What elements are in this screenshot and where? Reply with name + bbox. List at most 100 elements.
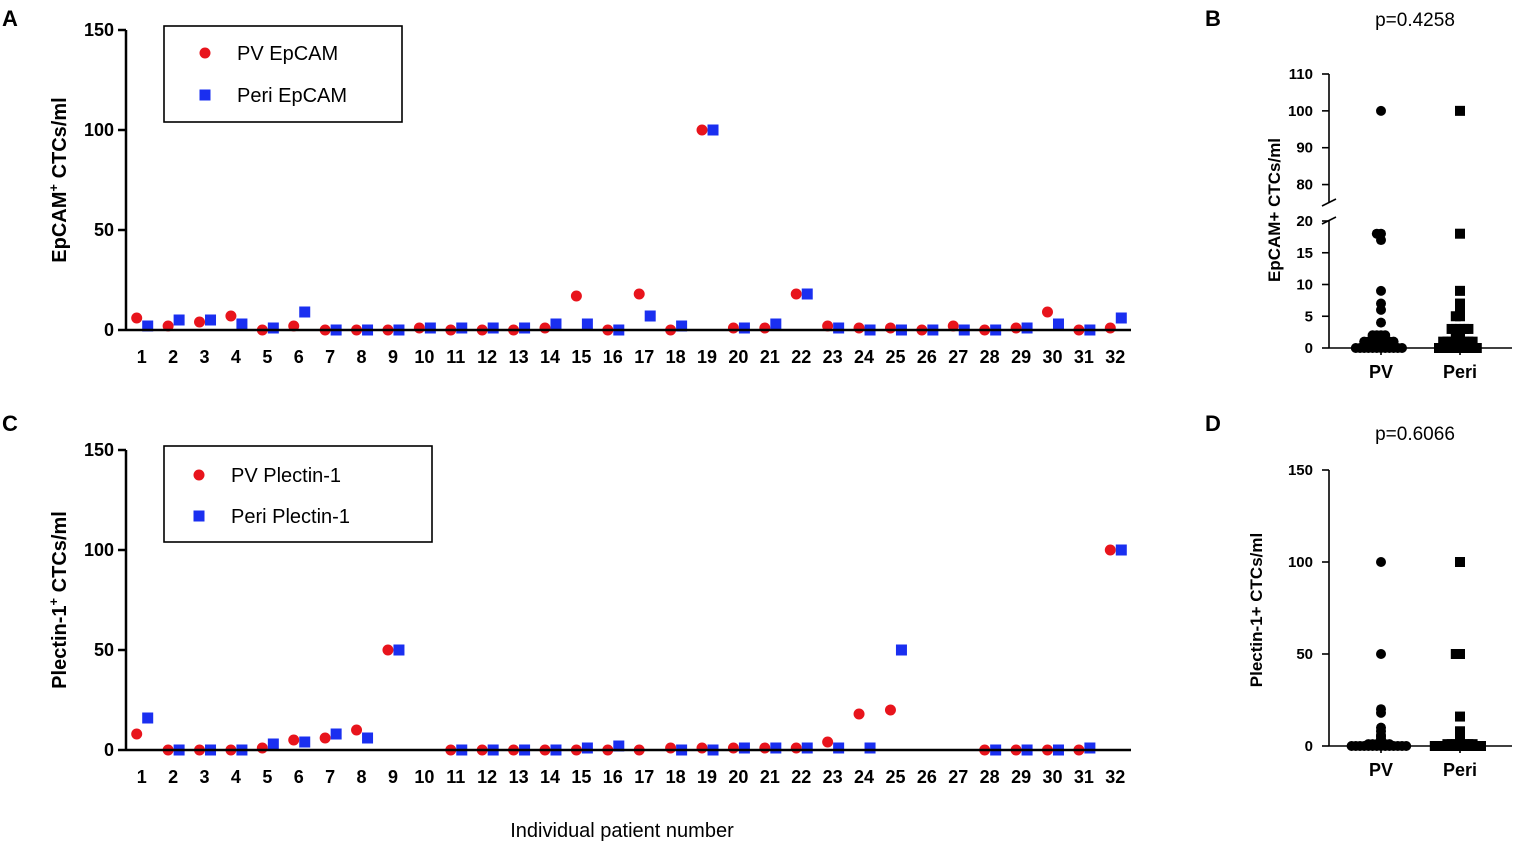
x-tick-label: 20 <box>728 347 748 367</box>
data-point-pv <box>1376 733 1386 744</box>
x-tick-label: 3 <box>200 347 210 367</box>
x-tick-label: 27 <box>948 347 968 367</box>
x-tick-label: 7 <box>325 347 335 367</box>
data-point-pv <box>570 290 582 302</box>
y-tick-label: 100 <box>1288 103 1313 120</box>
data-point-peri <box>833 742 845 754</box>
x-tick-label: 4 <box>231 347 241 367</box>
data-point-pv <box>1376 722 1386 733</box>
y-tick-label: 90 <box>1296 140 1313 157</box>
x-tick-label: 25 <box>885 347 905 367</box>
y-ticks-c: 0 50 100 150 <box>84 440 126 760</box>
x-tick-label: 22 <box>791 767 811 787</box>
x-tick-label: 24 <box>854 767 874 787</box>
data-point-pv <box>633 288 645 300</box>
legend-label-pv-plectin: PV Plectin-1 <box>231 465 341 487</box>
data-point-peri <box>1021 322 1033 334</box>
data-point-pv <box>1376 649 1386 659</box>
data-point-pv <box>1376 557 1386 567</box>
x-tick-label: PV <box>1369 760 1393 780</box>
x-ticks-c: 1 2 3 4 5 6 7 8 9 10 11 12 13 14 15 16 17 18 19 20 21 22 23 24 2… <box>137 767 1126 787</box>
x-tick-label: 24 <box>854 347 874 367</box>
x-tick-label: 26 <box>917 347 937 367</box>
data-point-pv <box>1388 336 1399 347</box>
y-tick-label: 50 <box>1296 646 1313 663</box>
data-point-peri <box>738 322 750 334</box>
x-ticks-a: 1 2 3 4 5 6 7 8 9 10 11 12 13 14 15 16 17 18 19 20 21 22 23 24 2… <box>137 347 1126 367</box>
data-point-pv <box>1367 330 1378 341</box>
data-point-peri <box>299 306 311 318</box>
data-point-peri <box>1455 711 1465 722</box>
data-point-pv <box>1371 228 1382 239</box>
x-tick-label: 8 <box>357 347 367 367</box>
data-point-pv <box>1010 322 1022 334</box>
data-point-peri <box>770 318 782 330</box>
data-point-pv <box>1359 336 1370 347</box>
data-point-peri <box>1115 544 1127 556</box>
marks-d <box>1346 557 1486 751</box>
legend-a: PV EpCAM Peri EpCAM <box>163 25 403 123</box>
x-tick-label: 30 <box>1042 767 1062 787</box>
x-tick-label: Peri <box>1443 760 1477 780</box>
x-tick-label: Peri <box>1443 362 1477 382</box>
data-point-pv <box>1104 544 1116 556</box>
data-point-pv <box>727 742 739 754</box>
data-point-pv <box>539 322 551 334</box>
data-point-peri <box>770 742 782 754</box>
data-point-peri <box>1442 739 1453 750</box>
data-point-pv <box>1376 704 1386 715</box>
data-point-peri <box>1084 742 1096 754</box>
data-point-peri <box>362 732 374 744</box>
marks-a <box>131 124 1127 336</box>
x-tick-label: 8 <box>357 767 367 787</box>
data-point-peri <box>581 742 593 754</box>
data-point-pv <box>225 310 237 322</box>
data-point-pv <box>1376 298 1386 309</box>
x-tick-label: 18 <box>666 347 686 367</box>
data-point-pv <box>1363 739 1374 750</box>
x-tick-label: 2 <box>168 347 178 367</box>
data-point-peri <box>173 314 185 326</box>
y-tick-label: 100 <box>84 120 114 140</box>
legend-box-a <box>163 25 403 123</box>
data-point-pv <box>759 742 771 754</box>
x-tick-label: 32 <box>1105 347 1125 367</box>
data-point-pv <box>696 742 708 754</box>
data-point-peri <box>738 742 750 754</box>
panel-letter-b: B <box>1205 6 1221 31</box>
x-tick-label: 28 <box>980 767 1000 787</box>
x-tick-label: 14 <box>540 767 560 787</box>
x-tick-label: 1 <box>137 347 147 367</box>
data-point-peri <box>1455 298 1465 309</box>
data-point-peri <box>519 322 531 334</box>
data-point-pv <box>696 124 708 136</box>
data-point-peri <box>267 322 279 334</box>
data-point-peri <box>1052 318 1064 330</box>
data-point-peri <box>330 728 342 740</box>
data-point-peri <box>1455 557 1465 567</box>
y-tick-label: 80 <box>1296 177 1313 194</box>
data-point-pv <box>665 742 677 754</box>
y-tick-label: 5 <box>1305 308 1313 325</box>
x-tick-label: 1 <box>137 767 147 787</box>
data-point-pv <box>853 322 865 334</box>
data-point-peri <box>1455 304 1465 315</box>
x-tick-label: 9 <box>388 347 398 367</box>
data-point-peri <box>1450 330 1461 341</box>
legend-label-peri-plectin: Peri Plectin-1 <box>231 506 350 528</box>
legend-c: PV Plectin-1 Peri Plectin-1 <box>163 445 433 543</box>
marks-b <box>1350 105 1482 353</box>
data-point-pv <box>884 704 896 716</box>
legend-label-pv-epcam: PV EpCAM <box>237 43 338 65</box>
y-tick-label: 0 <box>1305 340 1313 357</box>
legend-marker-peri-plectin <box>193 510 205 522</box>
x-tick-label: 11 <box>446 767 465 787</box>
data-point-peri <box>1438 336 1449 347</box>
axis-break-mark-lower <box>1321 216 1337 225</box>
x-tick-label: 16 <box>603 767 623 787</box>
data-point-peri <box>1455 729 1465 740</box>
x-tick-label: 15 <box>571 767 591 787</box>
x-tick-label: 32 <box>1105 767 1125 787</box>
p-value-d: p=0.6066 <box>1375 424 1455 445</box>
